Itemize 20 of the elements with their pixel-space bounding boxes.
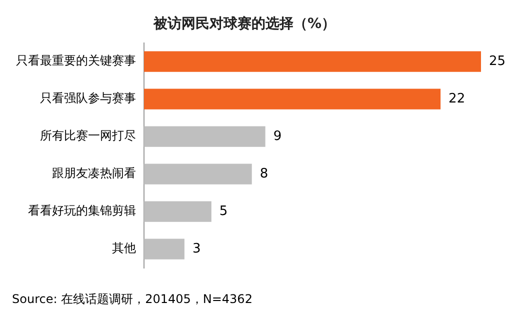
- data-label: 3: [192, 241, 201, 256]
- y-tick-label: 只看最重要的关键赛事: [16, 54, 136, 68]
- data-label: 9: [273, 128, 282, 144]
- bar: [144, 201, 212, 222]
- bar: [144, 126, 266, 147]
- chart-title: 被访网民对球赛的选择（%）: [152, 15, 336, 32]
- data-label: 25: [489, 54, 506, 69]
- data-label: 5: [219, 204, 228, 219]
- data-label: 22: [448, 91, 466, 106]
- data-label: 8: [260, 166, 268, 182]
- y-tick-label: 所有比赛一网打尽: [40, 128, 136, 143]
- y-tick-label: 只看强队参与赛事: [40, 91, 136, 106]
- y-tick-label: 看看好玩的集锦剪辑: [28, 204, 136, 218]
- source-note: Source: 在线话题调研，201405，N=4362: [11, 291, 254, 308]
- bar: [144, 88, 441, 110]
- bar: [144, 164, 252, 184]
- bar: [144, 238, 184, 260]
- y-tick-label: 其他: [112, 241, 136, 256]
- y-tick-label: 跟朋友凑热闹看: [52, 166, 136, 180]
- bar: [144, 51, 481, 72]
